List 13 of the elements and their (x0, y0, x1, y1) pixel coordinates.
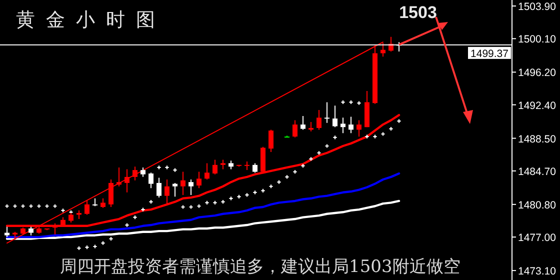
annotation: 周四开盘投资者需谨慎追多，建议出局1503附近做空 (60, 257, 460, 277)
y-tick-label: 1480.80 (518, 199, 556, 212)
y-tick-label: 1473.10 (518, 266, 556, 278)
ref-line-label: 1499.37 (470, 48, 509, 60)
y-tick-label: 1496.20 (518, 67, 556, 80)
y-tick-label: 1484.70 (518, 166, 556, 178)
y-tick-label: 1503.90 (518, 1, 556, 14)
y-tick-label: 1492.40 (518, 100, 556, 112)
text: 黄金小时图 (16, 9, 166, 31)
y-tick-label: 1488.50 (518, 133, 556, 146)
y-tick-label: 1500.10 (518, 34, 556, 46)
y-tick-label: 1477.00 (518, 232, 556, 244)
annotation: 1503 (399, 3, 437, 22)
